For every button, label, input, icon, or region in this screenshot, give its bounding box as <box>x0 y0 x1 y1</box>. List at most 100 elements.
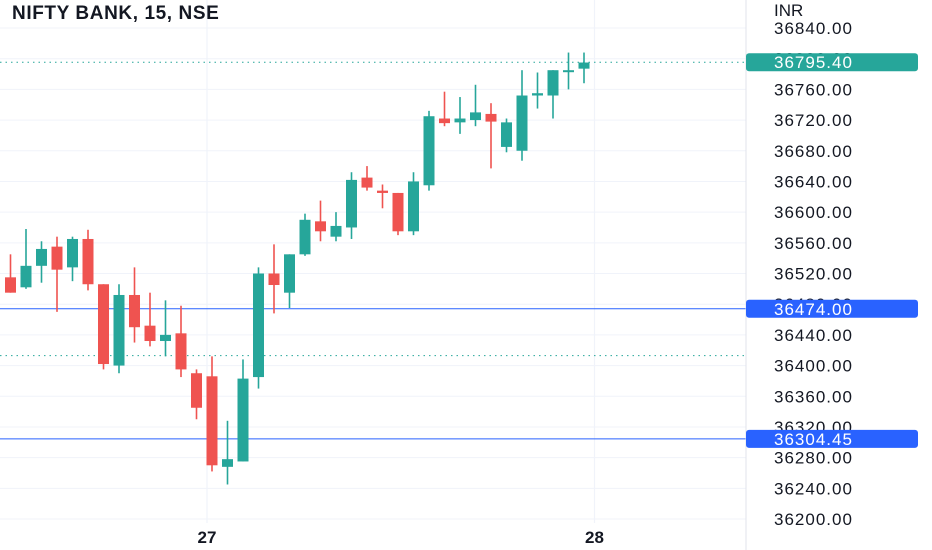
y-tick-label: 36600.00 <box>774 203 853 222</box>
candle-body <box>516 95 528 151</box>
candle-body <box>547 70 559 96</box>
x-axis-gridlines <box>206 0 596 523</box>
y-tick-label: 36840.00 <box>774 19 853 38</box>
price-badges: 36795.40 36474.00 36304.45 <box>746 53 918 449</box>
candle-body <box>423 116 435 186</box>
time-axis[interactable]: 27 28 <box>198 528 604 547</box>
candle-up <box>160 300 171 357</box>
candle-down <box>191 369 202 420</box>
candle-body <box>485 113 497 122</box>
badge-text: 36795.40 <box>774 53 853 72</box>
candle-up <box>222 420 233 485</box>
candle-down <box>361 166 373 191</box>
candle-down <box>377 184 388 209</box>
candle-body <box>439 118 450 124</box>
level-lines[interactable] <box>0 61 746 440</box>
y-tick-label: 36760.00 <box>774 80 853 99</box>
candle-body <box>454 118 466 123</box>
candle-up <box>346 172 357 239</box>
y-tick-label: 36360.00 <box>774 387 853 406</box>
candle-up <box>454 97 466 134</box>
candle-body <box>501 122 512 147</box>
candle-body <box>470 112 481 121</box>
y-tick-label: 36440.00 <box>774 326 853 345</box>
candle-down <box>485 103 497 169</box>
candle-body <box>377 190 388 193</box>
candle-body <box>20 265 32 288</box>
candle-body <box>361 177 373 188</box>
candle-body <box>408 181 419 232</box>
candle-down <box>129 267 140 343</box>
candle-up <box>578 52 590 84</box>
candle-down <box>206 356 218 472</box>
candle-body <box>36 248 47 266</box>
candle-body <box>206 376 218 466</box>
candles[interactable] <box>5 52 590 485</box>
candle-down <box>51 236 63 312</box>
x-tick-label: 28 <box>585 528 604 547</box>
candle-up <box>67 236 78 282</box>
candle-up <box>237 359 249 462</box>
candle-body <box>253 273 264 378</box>
y-tick-label: 36640.00 <box>774 172 853 191</box>
candle-body <box>392 192 404 232</box>
candle-up <box>284 254 295 309</box>
chart-title: NIFTY BANK, 15, NSE <box>12 3 220 24</box>
badge-background <box>746 299 918 318</box>
candle-up <box>470 84 481 127</box>
candle-up <box>532 72 543 109</box>
last-price-badge: 36795.40 <box>746 53 918 72</box>
candle-down <box>175 305 187 378</box>
candle-body <box>144 325 156 342</box>
candle-down <box>5 254 16 293</box>
x-tick-label: 27 <box>198 528 217 547</box>
candle-body <box>5 277 16 293</box>
candle-body <box>175 333 187 370</box>
candle-up <box>113 284 125 374</box>
candle-body <box>113 294 125 366</box>
y-tick-label: 36680.00 <box>774 142 853 161</box>
candle-body <box>237 378 249 462</box>
candle-down <box>98 284 109 370</box>
y-tick-label: 36240.00 <box>774 479 853 498</box>
badge-background <box>746 53 918 72</box>
candle-up <box>253 267 264 389</box>
y-tick-label: 36560.00 <box>774 234 853 253</box>
y-tick-label: 36200.00 <box>774 510 853 529</box>
y-tick-label: 36280.00 <box>774 449 853 468</box>
candle-down <box>392 192 404 236</box>
level-price-badge: 36474.00 <box>746 299 918 319</box>
candle-down <box>439 91 450 127</box>
candle-body <box>191 373 202 408</box>
candle-up <box>423 110 435 191</box>
candle-body <box>346 179 357 228</box>
price-axis[interactable]: 36200.0036240.0036280.0036320.0036360.00… <box>774 19 853 529</box>
candle-body <box>129 294 140 328</box>
candle-down <box>82 229 94 291</box>
candle-body <box>268 273 280 286</box>
candle-down <box>268 244 280 314</box>
currency-label: INR <box>774 1 804 20</box>
candle-body <box>532 93 543 96</box>
candle-body <box>330 225 342 237</box>
candle-up <box>20 229 32 289</box>
candle-up <box>516 70 528 161</box>
candle-body <box>578 62 590 69</box>
candle-up <box>501 118 512 153</box>
candle-body <box>82 238 94 285</box>
badge-text: 36304.45 <box>774 430 853 449</box>
badge-text: 36474.00 <box>774 300 853 319</box>
candle-body <box>160 334 171 342</box>
y-tick-label: 36400.00 <box>774 357 853 376</box>
candle-down <box>144 292 156 347</box>
candle-up <box>299 213 311 256</box>
candle-body <box>284 254 295 293</box>
y-tick-label: 36720.00 <box>774 111 853 130</box>
candle-up <box>330 212 342 242</box>
candle-body <box>222 459 233 467</box>
candle-up <box>547 70 559 119</box>
level-price-badge: 36304.45 <box>746 429 918 449</box>
candle-body <box>67 238 78 268</box>
candle-body <box>563 70 574 73</box>
